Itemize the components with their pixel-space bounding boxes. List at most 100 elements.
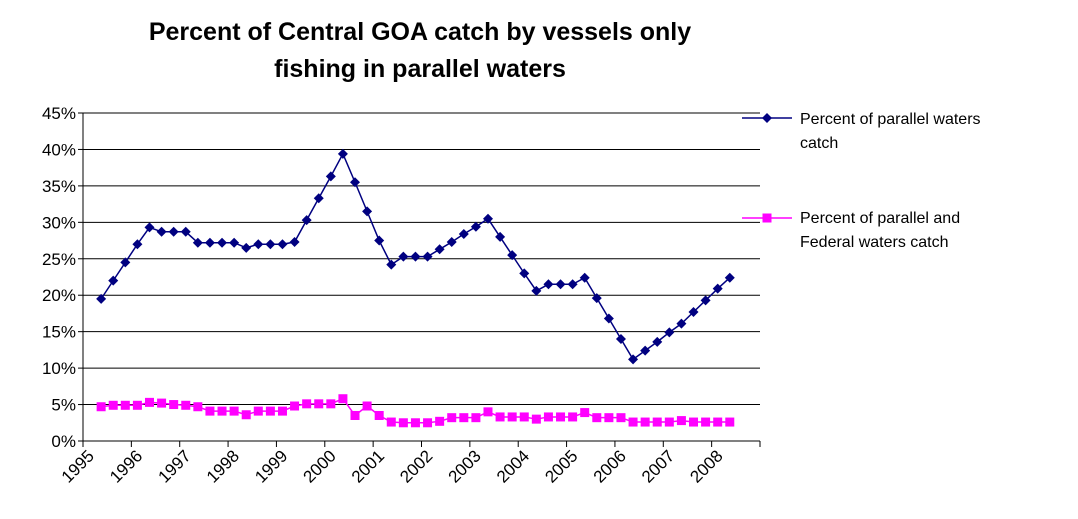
marker	[144, 222, 155, 233]
marker	[362, 206, 373, 217]
marker	[410, 418, 420, 428]
x-tick-label: 1998	[203, 446, 243, 486]
marker	[592, 413, 602, 423]
marker	[362, 401, 372, 411]
marker	[435, 416, 445, 426]
x-tick-label: 2004	[493, 446, 533, 486]
marker	[168, 226, 179, 237]
marker	[338, 394, 348, 404]
marker	[313, 193, 324, 204]
marker	[531, 285, 542, 296]
marker	[579, 272, 590, 283]
marker	[410, 251, 421, 262]
marker	[350, 177, 361, 188]
marker	[386, 417, 396, 427]
x-tick-label: 1995	[58, 446, 98, 486]
y-tick-label: 25%	[42, 250, 76, 269]
marker	[423, 418, 433, 428]
y-tick-label: 35%	[42, 177, 76, 196]
marker	[531, 414, 541, 424]
marker	[652, 417, 662, 427]
marker	[434, 244, 445, 255]
marker	[519, 268, 530, 279]
marker	[676, 318, 687, 329]
marker	[556, 412, 566, 422]
marker	[180, 226, 191, 237]
marker	[96, 293, 107, 304]
x-tick-label: 2008	[686, 446, 726, 486]
marker	[422, 251, 433, 262]
marker	[96, 402, 106, 412]
marker	[108, 275, 119, 286]
marker	[386, 259, 397, 270]
marker	[495, 412, 505, 422]
x-tick-label: 2007	[638, 446, 678, 486]
marker	[628, 417, 638, 427]
y-tick-label: 30%	[42, 213, 76, 232]
marker	[229, 406, 239, 416]
marker	[132, 239, 143, 250]
y-tick-label: 5%	[51, 396, 76, 415]
marker	[724, 272, 735, 283]
x-tick-label: 1996	[106, 446, 146, 486]
marker	[265, 406, 275, 416]
marker	[314, 399, 324, 409]
x-tick-label: 1997	[154, 446, 194, 486]
marker	[458, 228, 469, 239]
legend-label: Percent of parallel waters catch	[800, 111, 981, 152]
marker	[459, 413, 469, 423]
marker	[120, 257, 131, 268]
marker	[555, 279, 566, 290]
marker	[192, 237, 203, 248]
x-tick-label: 2003	[445, 446, 485, 486]
marker	[204, 237, 215, 248]
marker	[241, 242, 252, 253]
marker	[132, 400, 142, 410]
marker	[762, 213, 772, 223]
marker	[712, 283, 723, 294]
marker	[205, 406, 215, 416]
marker	[108, 400, 118, 410]
marker	[568, 412, 578, 422]
marker	[495, 231, 506, 242]
x-tick-label: 2002	[396, 446, 436, 486]
marker	[374, 410, 384, 420]
marker	[762, 113, 772, 123]
marker	[325, 171, 336, 182]
marker	[640, 345, 651, 356]
marker	[543, 279, 554, 290]
x-tick-label: 2001	[348, 446, 388, 486]
marker	[471, 413, 481, 423]
y-tick-label: 15%	[42, 323, 76, 342]
marker	[507, 412, 517, 422]
marker	[398, 418, 408, 428]
marker	[169, 400, 179, 410]
y-tick-label: 45%	[42, 104, 76, 123]
x-tick-label: 1999	[251, 446, 291, 486]
marker	[217, 406, 227, 416]
marker	[616, 413, 626, 423]
marker	[337, 148, 348, 159]
marker	[700, 295, 711, 306]
marker	[217, 237, 228, 248]
marker	[265, 239, 276, 250]
marker	[289, 237, 300, 248]
marker	[290, 401, 300, 411]
marker	[277, 239, 288, 250]
marker	[676, 416, 686, 426]
marker	[229, 237, 240, 248]
marker	[603, 313, 614, 324]
chart-title: Percent of Central GOA catch by vessels …	[148, 18, 692, 83]
marker	[277, 406, 287, 416]
marker	[604, 413, 614, 423]
marker	[241, 410, 251, 420]
marker	[302, 399, 312, 409]
marker	[253, 406, 263, 416]
marker	[652, 336, 663, 347]
marker	[447, 413, 457, 423]
x-tick-label: 2005	[541, 446, 581, 486]
marker	[628, 354, 639, 365]
marker	[567, 279, 578, 290]
